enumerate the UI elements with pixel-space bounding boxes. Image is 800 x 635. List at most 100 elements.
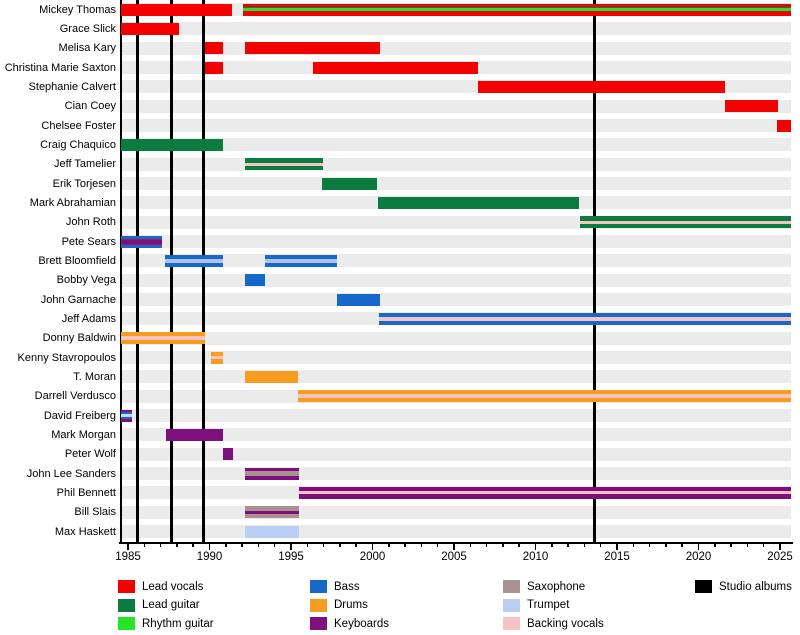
role-stripe-saxophone — [245, 506, 300, 511]
axis-tick — [176, 543, 178, 547]
legend-label: Rhythm guitar — [142, 617, 214, 630]
axis-tick — [388, 543, 390, 547]
axis-tick-label: 2020 — [685, 551, 712, 563]
member-label: Bobby Vega — [56, 274, 116, 287]
member-bar — [121, 22, 180, 35]
axis-tick — [404, 543, 406, 547]
role-stripe-backing_vocals — [121, 336, 206, 340]
role-stripe-backing_vocals — [579, 220, 792, 224]
legend-label: Drums — [334, 599, 368, 611]
role-stripe-rhythm_guitar — [242, 8, 792, 12]
legend-label: Keyboards — [334, 617, 389, 630]
role-stripe-bass — [165, 262, 223, 267]
role-stripe-bass — [379, 312, 792, 318]
role-stripe-lead_vocals — [242, 11, 792, 16]
axis-tick — [453, 543, 455, 550]
member-bar — [298, 390, 792, 403]
role-stripe-bass — [379, 320, 792, 325]
role-stripe-lead_vocals — [121, 22, 180, 35]
member-bar — [245, 467, 300, 480]
axis-tick — [436, 543, 439, 547]
role-stripe-drums — [211, 351, 224, 356]
role-stripe-lead_vocals — [242, 3, 792, 7]
legend-label: Studio albums — [719, 580, 792, 593]
axis-tick-label: 1995 — [278, 551, 304, 563]
role-stripe-backing_vocals — [298, 394, 792, 398]
member-bar — [299, 486, 792, 499]
axis-tick-label: 2000 — [359, 551, 386, 563]
role-stripe-bass — [264, 262, 337, 267]
role-stripe-bass — [121, 416, 133, 419]
role-stripe-lead_guitar — [378, 196, 579, 209]
role-stripe-bloomfield_light — [165, 259, 223, 263]
x-axis-line — [119, 542, 793, 544]
role-stripe-lead_guitar — [242, 6, 792, 9]
member-label: Phil Bennett — [56, 486, 116, 499]
axis-tick — [534, 543, 537, 550]
role-stripe-keyboards — [245, 510, 300, 514]
legend-swatch-trumpet — [503, 598, 520, 612]
member-label: Darrell Verdusco — [34, 390, 116, 403]
role-stripe-backing_vocals — [299, 491, 792, 495]
legend-swatch-drums — [310, 598, 327, 612]
row-band — [121, 351, 791, 365]
role-stripe-drums — [245, 370, 299, 383]
role-stripe-sears_blend — [121, 238, 163, 240]
legend-label: Lead guitar — [142, 599, 200, 611]
legend-swatch-rhythm_guitar — [118, 617, 135, 630]
axis-tick — [485, 543, 488, 547]
legend-swatch-studio_albums — [695, 580, 712, 593]
member-bar — [166, 428, 223, 441]
member-bar — [242, 3, 792, 16]
legend-swatch-backing_vocals — [503, 617, 520, 630]
axis-tick — [127, 543, 129, 550]
member-bar — [378, 196, 579, 209]
member-label: Mickey Thomas — [39, 3, 116, 16]
role-stripe-bass — [264, 254, 337, 260]
legend-swatch-lead_guitar — [118, 598, 135, 612]
axis-tick — [551, 543, 553, 547]
axis-tick — [469, 543, 472, 547]
legend-swatch-bass — [310, 580, 327, 593]
member-bar — [313, 61, 478, 74]
role-stripe-bass — [336, 293, 380, 306]
legend-label: Bass — [334, 580, 360, 593]
role-stripe-trumpet — [245, 525, 300, 538]
axis-tick — [665, 543, 667, 547]
member-label: Peter Wolf — [64, 448, 116, 461]
role-stripe-keyboards — [121, 239, 163, 244]
member-label: Pete Sears — [61, 235, 116, 248]
axis-tick — [648, 543, 651, 547]
role-stripe-keyboards — [299, 494, 792, 499]
role-stripe-sears_blend — [121, 243, 163, 245]
member-label: Erik Torjesen — [52, 177, 116, 190]
row-band — [121, 409, 791, 423]
member-bar — [245, 506, 300, 519]
member-bar — [121, 409, 133, 422]
member-bar — [211, 351, 224, 364]
member-bar — [245, 274, 265, 287]
role-stripe-drums — [121, 340, 206, 345]
row-band — [121, 22, 791, 36]
y-axis-line — [120, 0, 122, 543]
role-stripe-freiberg_light — [121, 414, 133, 417]
axis-tick — [730, 543, 732, 547]
member-label: Max Haskett — [54, 525, 116, 538]
row-band — [121, 293, 791, 307]
role-stripe-lead_guitar — [321, 177, 377, 190]
member-bar — [724, 100, 779, 113]
role-stripe-lead_vocals — [776, 119, 792, 132]
row-band — [121, 99, 791, 113]
role-stripe-bass — [121, 412, 133, 415]
member-bar — [121, 332, 206, 345]
row-band — [121, 235, 791, 249]
member-bar — [776, 119, 792, 132]
role-stripe-lead_vocals — [313, 61, 478, 74]
role-stripe-lead_vocals — [121, 3, 233, 16]
role-stripe-drums — [121, 332, 206, 337]
member-label: Jeff Adams — [61, 312, 116, 325]
role-stripe-lead_guitar — [579, 216, 792, 221]
row-band — [121, 467, 791, 481]
role-stripe-backing_vocals — [379, 317, 792, 321]
member-label: Chelsee Foster — [41, 119, 116, 132]
